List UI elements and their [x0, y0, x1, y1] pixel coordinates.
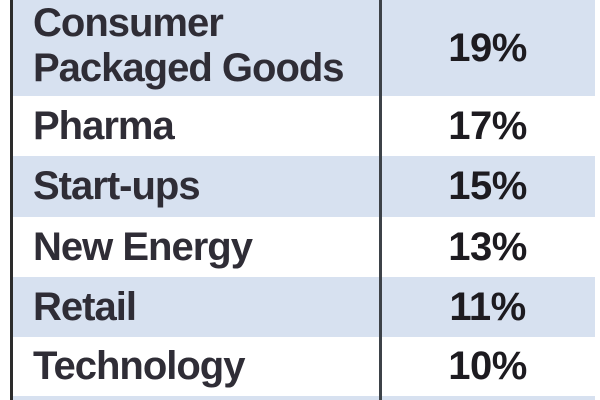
sector-label: Technology	[33, 344, 245, 389]
table-row: Pharma 17%	[13, 96, 595, 156]
percent-value: 19%	[448, 25, 527, 70]
table-row: Retail 11%	[13, 277, 595, 337]
table-row: New Energy 13%	[13, 217, 595, 277]
sector-label: Start-ups	[33, 164, 201, 209]
sector-label: Consumer Packaged Goods	[33, 1, 345, 90]
percent-value: 10%	[448, 344, 527, 388]
percent-value: 11%	[449, 284, 526, 329]
table-row: Technology 10%	[13, 337, 595, 396]
percent-value: 13%	[448, 224, 527, 269]
table-left-border-line	[10, 0, 13, 400]
table-row: Consumer Packaged Goods 19%	[13, 0, 595, 96]
partial-next-row	[13, 396, 595, 400]
percent-value: 15%	[448, 164, 527, 208]
sector-label: Retail	[33, 284, 137, 329]
table-body: Consumer Packaged Goods 19% Pharma 17% Start…	[13, 0, 595, 400]
sector-label: New Energy	[33, 224, 253, 269]
percent-value: 17%	[448, 103, 527, 148]
table-row: Start-ups 15%	[13, 156, 595, 217]
sector-label: Pharma	[33, 103, 175, 148]
column-divider-line	[379, 0, 382, 400]
